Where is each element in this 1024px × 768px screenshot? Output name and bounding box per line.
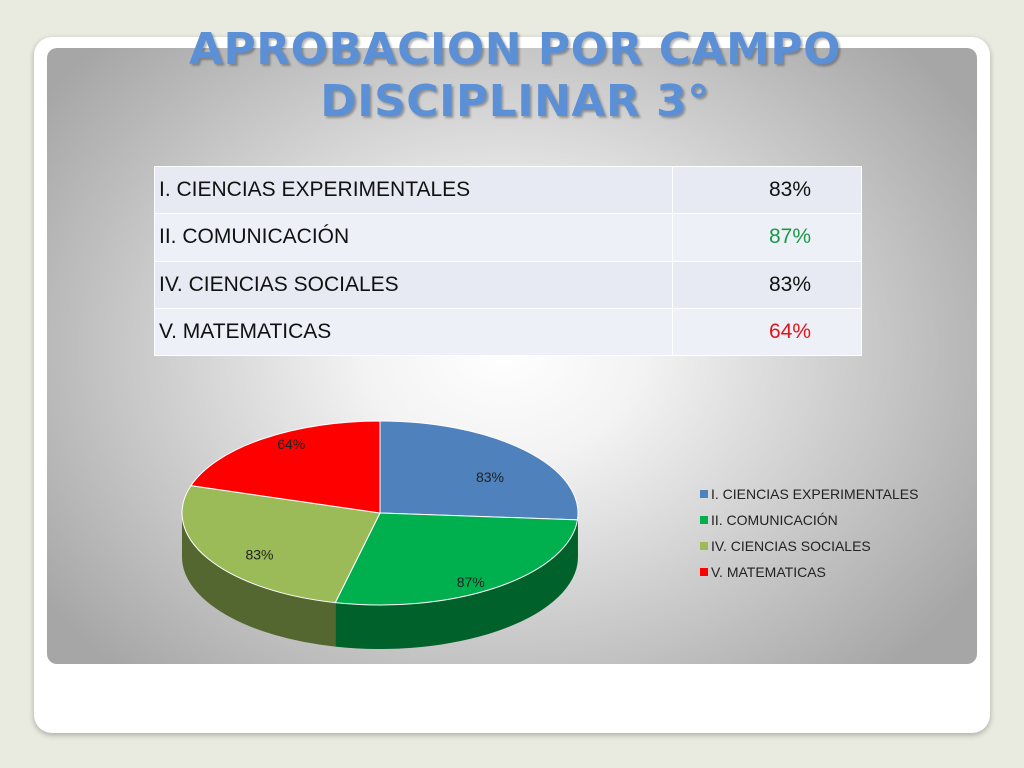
legend-swatch-0 [700, 490, 708, 498]
row-value: 64% [672, 307, 862, 357]
row-label: IV. CIENCIAS SOCIALES [153, 260, 674, 309]
pie-slice-3 [190, 420, 381, 514]
slide-title: APROBACION POR CAMPO DISCIPLINAR 3° [188, 24, 842, 127]
legend-swatch-3 [700, 568, 708, 576]
pie-side-1 [335, 519, 578, 649]
pie-side-0 [577, 513, 578, 564]
legend-label-0: I. CIENCIAS EXPERIMENTALES [711, 486, 918, 502]
summary-table: I. CIENCIAS EXPERIMENTALES 83% II. COMUN… [153, 165, 862, 357]
pie-sides [182, 513, 578, 649]
data-label-2: 83% [245, 546, 273, 562]
legend-label-3: V. MATEMATICAS [711, 564, 826, 580]
pie-side-2 [182, 513, 336, 647]
row-value: 83% [672, 260, 862, 309]
table-row: I. CIENCIAS EXPERIMENTALES 83% [153, 165, 862, 215]
pie-slice-1 [334, 512, 579, 606]
row-label: V. MATEMATICAS [153, 307, 674, 357]
data-label-0: 83% [476, 469, 504, 485]
table-row: II. COMUNICACIÓN 87% [153, 213, 862, 262]
pie-slice-2 [181, 485, 381, 604]
legend-label-1: II. COMUNICACIÓN [711, 512, 838, 528]
pie-slices [181, 420, 579, 606]
row-label: I. CIENCIAS EXPERIMENTALES [153, 165, 674, 215]
legend-swatch-2 [700, 542, 708, 550]
row-value: 87% [672, 213, 862, 262]
table-row: V. MATEMATICAS 64% [153, 307, 862, 357]
data-label-3: 64% [277, 436, 305, 452]
pie-slice-0 [379, 420, 579, 521]
data-label-1: 87% [457, 574, 485, 590]
legend-label-2: IV. CIENCIAS SOCIALES [711, 538, 871, 554]
table-row: IV. CIENCIAS SOCIALES 83% [153, 260, 862, 309]
legend-swatch-1 [700, 516, 708, 524]
row-value: 83% [672, 165, 862, 215]
row-label: II. COMUNICACIÓN [153, 213, 674, 262]
